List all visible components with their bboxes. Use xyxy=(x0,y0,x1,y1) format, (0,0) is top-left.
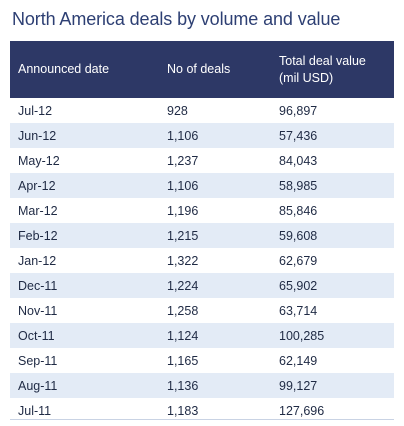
table-row: Dec-11 1,224 65,902 xyxy=(10,273,394,298)
cell-announced-date: Aug-11 xyxy=(18,378,58,393)
column-header-total-deal-value: Total deal value (mil USD) xyxy=(271,41,394,98)
cell-total-deal-value: 62,679 xyxy=(279,253,318,268)
cell-announced-date: Mar-12 xyxy=(18,203,58,218)
cell-total-deal-value: 99,127 xyxy=(279,378,318,393)
table-row: Oct-11 1,124 100,285 xyxy=(10,323,394,348)
cell-no-of-deals: 1,196 xyxy=(167,203,199,218)
cell-announced-date: Apr-12 xyxy=(18,178,56,193)
cell-total-deal-value: 57,436 xyxy=(279,128,318,143)
cell-no-of-deals: 1,124 xyxy=(167,328,199,343)
cell-total-deal-value: 63,714 xyxy=(279,303,318,318)
table-body: Jul-12 928 96,897 Jun-12 1,106 57,436 May-12 1,… xyxy=(10,98,394,423)
cell-no-of-deals: 1,224 xyxy=(167,278,199,293)
cell-total-deal-value: 100,285 xyxy=(279,328,325,343)
cell-announced-date: Feb-12 xyxy=(18,228,58,243)
table-row: Sep-11 1,165 62,149 xyxy=(10,348,394,373)
table-header: Announced date No of deals Total deal va… xyxy=(10,41,394,98)
table-row: Feb-12 1,215 59,608 xyxy=(10,223,394,248)
cell-announced-date: Jun-12 xyxy=(18,128,57,143)
cell-announced-date: May-12 xyxy=(18,153,60,168)
cell-no-of-deals: 1,215 xyxy=(167,228,199,243)
cell-no-of-deals: 1,322 xyxy=(167,253,199,268)
table-row: Jul-11 1,183 127,696 xyxy=(10,398,394,423)
table-bottom-rule xyxy=(10,419,394,420)
cell-no-of-deals: 1,106 xyxy=(167,178,199,193)
table-row: Jan-12 1,322 62,679 xyxy=(10,248,394,273)
cell-total-deal-value: 96,897 xyxy=(279,103,318,118)
page-title: North America deals by volume and value xyxy=(12,9,341,29)
cell-announced-date: Dec-11 xyxy=(18,278,58,293)
cell-total-deal-value: 65,902 xyxy=(279,278,318,293)
table-row: Aug-11 1,136 99,127 xyxy=(10,373,394,398)
table-row: Nov-11 1,258 63,714 xyxy=(10,298,394,323)
cell-total-deal-value: 84,043 xyxy=(279,153,318,168)
cell-no-of-deals: 1,258 xyxy=(167,303,199,318)
cell-no-of-deals: 1,106 xyxy=(167,128,199,143)
table-row: Mar-12 1,196 85,846 xyxy=(10,198,394,223)
cell-total-deal-value: 85,846 xyxy=(279,203,318,218)
cell-announced-date: Oct-11 xyxy=(18,328,55,343)
cell-no-of-deals: 1,183 xyxy=(167,403,199,418)
column-header-no-of-deals: No of deals xyxy=(167,62,231,76)
cell-announced-date: Nov-11 xyxy=(18,303,58,318)
cell-no-of-deals: 1,136 xyxy=(167,378,199,393)
cell-announced-date: Jul-11 xyxy=(18,403,52,418)
cell-no-of-deals: 928 xyxy=(167,103,188,118)
table-row: May-12 1,237 84,043 xyxy=(10,148,394,173)
deals-table: Announced date No of deals Total deal va… xyxy=(10,41,394,423)
header-row: Announced date No of deals Total deal va… xyxy=(10,41,394,98)
cell-announced-date: Jul-12 xyxy=(18,103,53,118)
cell-no-of-deals: 1,165 xyxy=(167,353,199,368)
column-header-announced-date: Announced date xyxy=(18,62,110,76)
cell-total-deal-value: 59,608 xyxy=(279,228,318,243)
cell-announced-date: Sep-11 xyxy=(18,353,58,368)
cell-total-deal-value: 62,149 xyxy=(279,353,318,368)
table-row: Apr-12 1,106 58,985 xyxy=(10,173,394,198)
table-row: Jun-12 1,106 57,436 xyxy=(10,123,394,148)
cell-no-of-deals: 1,237 xyxy=(167,153,199,168)
table-row: Jul-12 928 96,897 xyxy=(10,98,394,123)
cell-announced-date: Jan-12 xyxy=(18,253,57,268)
cell-total-deal-value: 58,985 xyxy=(279,178,318,193)
cell-total-deal-value: 127,696 xyxy=(279,403,325,418)
column-header-total-deal-value-label: Total deal value (mil USD) xyxy=(279,53,366,85)
